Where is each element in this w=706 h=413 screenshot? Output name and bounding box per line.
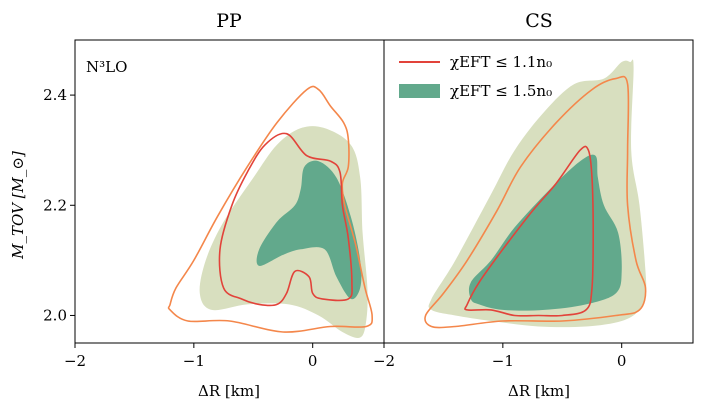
panel-pp: PP N³LO −2 −1 0 2.0 2.2 2.4 ΔR [km] M_TOV [M… [9, 10, 385, 400]
cs-x-axis-label: ΔR [km] [508, 382, 570, 400]
pp-y-tick-label: 2.0 [43, 306, 67, 324]
pp-y-tick-label: 2.4 [43, 86, 67, 104]
pp-y-tick-label: 2.2 [43, 196, 67, 214]
cs-x-tick-label: −1 [492, 352, 514, 370]
cs-x-tick-label: 0 [617, 352, 627, 370]
cs-x-ticks: −2 −1 0 [373, 343, 627, 370]
pp-outer-contour [167, 85, 374, 333]
pp-x-axis-label: ΔR [km] [198, 382, 260, 400]
pp-dark-fill [256, 160, 362, 300]
panel-cs: CS −2 −1 0 ΔR [km] χEFT ≤ 1.1n₀ χEFT ≤ 1.5… [373, 10, 694, 400]
pp-x-tick-label: 0 [308, 352, 318, 370]
y-axis-label: M_TOV [M_⊙] [9, 151, 27, 260]
pp-x-ticks: −2 −1 0 [64, 343, 318, 370]
pp-x-tick-label: −2 [64, 352, 86, 370]
pp-title: PP [216, 10, 242, 32]
legend: χEFT ≤ 1.1n₀ χEFT ≤ 1.5n₀ [399, 53, 552, 100]
legend-label-2: χEFT ≤ 1.5n₀ [450, 82, 552, 100]
cs-dark-fill [468, 154, 622, 311]
pp-inner-contour [218, 132, 353, 307]
legend-fill-swatch [399, 84, 440, 98]
pp-y-ticks: 2.0 2.2 2.4 [43, 86, 75, 324]
cs-x-tick-label: −2 [373, 352, 395, 370]
cs-title: CS [525, 10, 553, 32]
pp-x-tick-label: −1 [183, 352, 205, 370]
pp-annotation: N³LO [86, 58, 127, 76]
cs-inner-contour [464, 145, 594, 317]
cs-axes-frame [383, 39, 694, 344]
legend-label-1: χEFT ≤ 1.1n₀ [450, 53, 552, 71]
cs-outer-contour [424, 75, 647, 329]
